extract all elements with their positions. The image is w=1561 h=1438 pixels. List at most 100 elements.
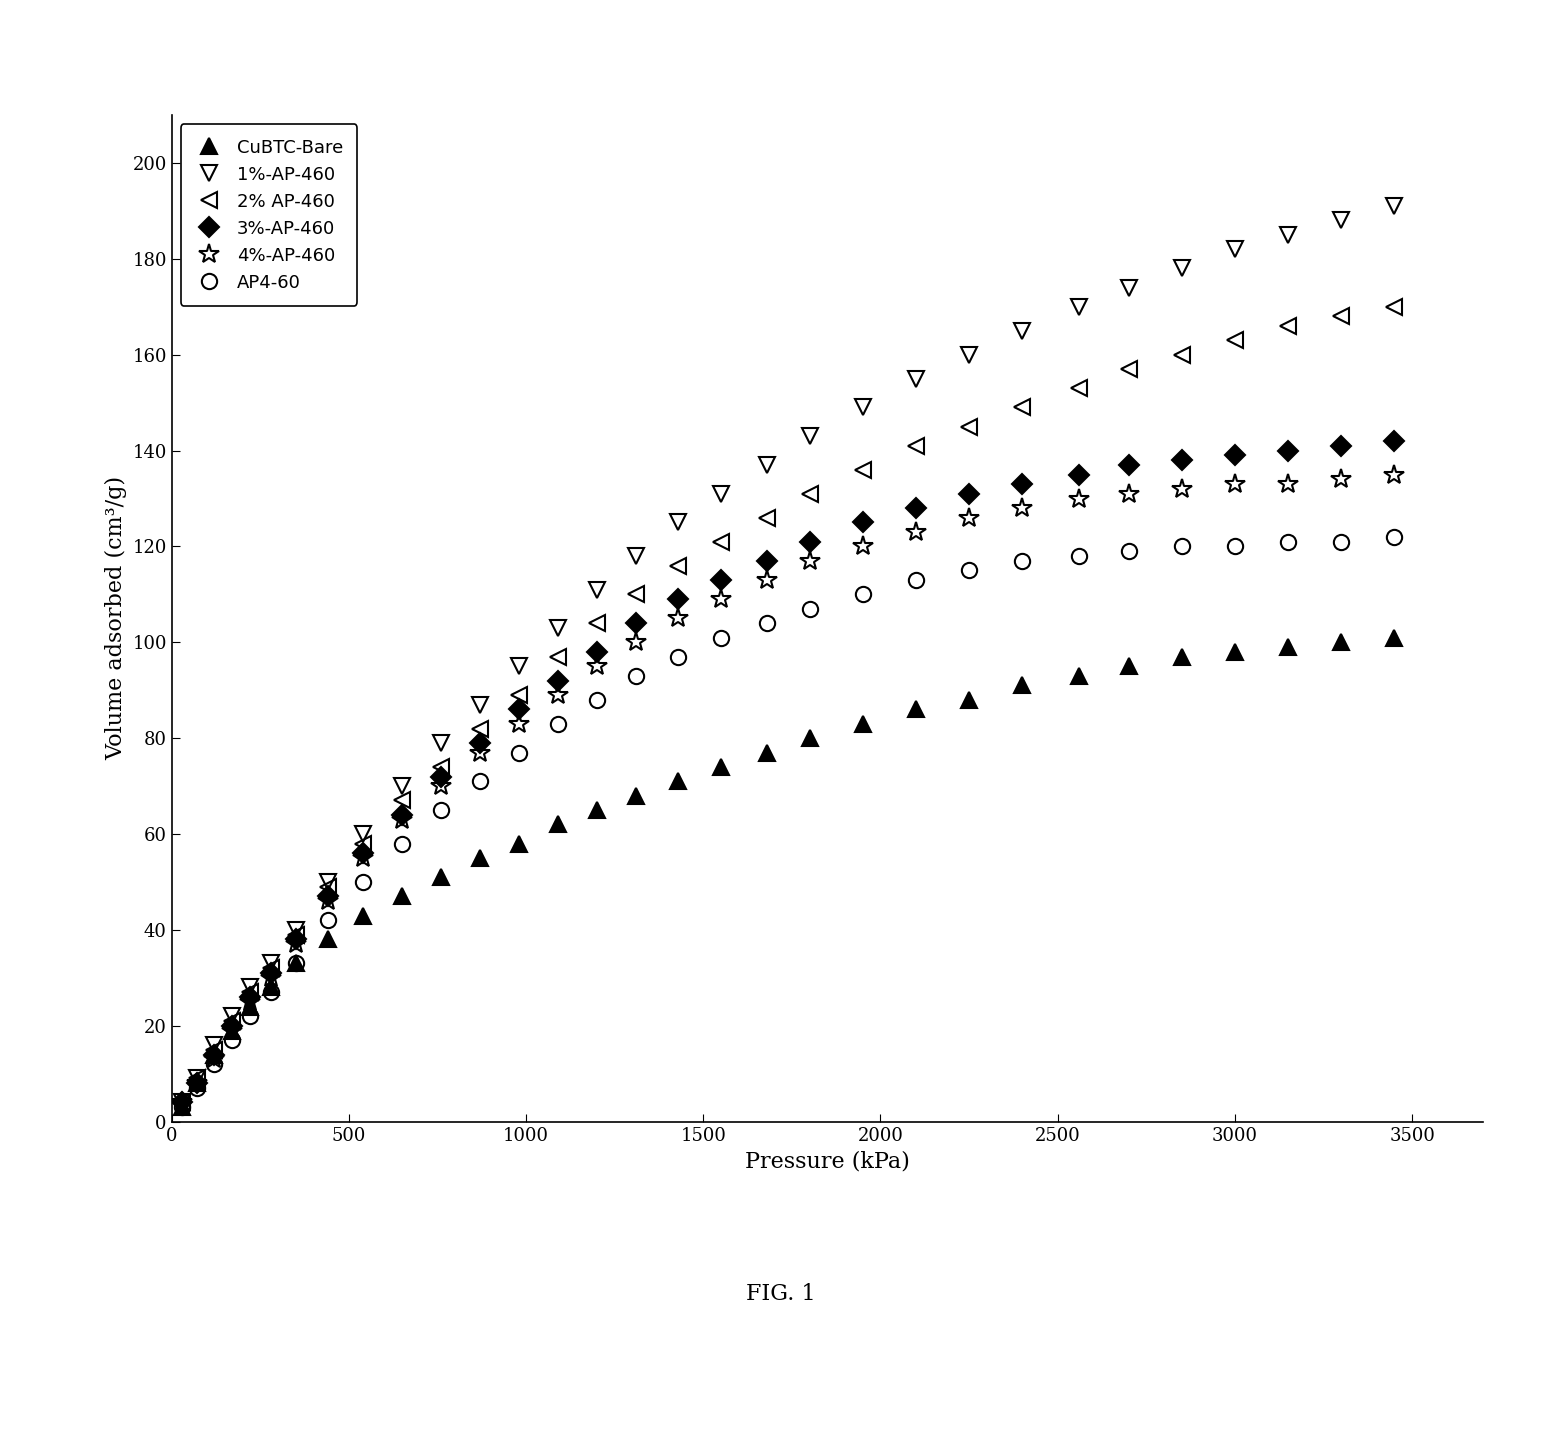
2% AP-460 [1332, 308, 1350, 325]
4%-AP-460 [286, 936, 304, 953]
CuBTC-Bare [1278, 638, 1297, 656]
AP4-60 [1225, 538, 1244, 555]
2% AP-460 [240, 984, 259, 1001]
1%-AP-460 [1013, 322, 1032, 339]
Line: 1%-AP-460: 1%-AP-460 [175, 198, 1402, 1110]
1%-AP-460 [354, 825, 373, 843]
AP4-60 [509, 743, 528, 761]
3%-AP-460 [223, 1017, 242, 1034]
3%-AP-460 [1225, 447, 1244, 464]
AP4-60 [187, 1080, 206, 1097]
3%-AP-460 [907, 499, 926, 516]
CuBTC-Bare [1172, 649, 1191, 666]
2% AP-460 [1013, 398, 1032, 416]
1%-AP-460 [471, 696, 490, 713]
3%-AP-460 [1069, 466, 1088, 483]
3%-AP-460 [471, 735, 490, 752]
2% AP-460 [393, 792, 412, 810]
1%-AP-460 [587, 581, 606, 598]
AP4-60 [1385, 528, 1403, 545]
2% AP-460 [318, 879, 337, 896]
AP4-60 [1119, 542, 1138, 559]
2% AP-460 [1278, 318, 1297, 335]
AP4-60 [286, 955, 304, 972]
CuBTC-Bare [173, 1099, 192, 1116]
1%-AP-460 [907, 370, 926, 387]
AP4-60 [1172, 538, 1191, 555]
AP4-60 [318, 912, 337, 929]
4%-AP-460 [907, 523, 926, 541]
4%-AP-460 [1013, 499, 1032, 516]
4%-AP-460 [1385, 466, 1403, 483]
AP4-60 [240, 1008, 259, 1025]
Text: FIG. 1: FIG. 1 [746, 1283, 815, 1306]
3%-AP-460 [670, 591, 688, 608]
CuBTC-Bare [432, 869, 451, 886]
3%-AP-460 [712, 571, 731, 588]
3%-AP-460 [432, 768, 451, 785]
1%-AP-460 [1172, 260, 1191, 278]
3%-AP-460 [801, 533, 820, 551]
4%-AP-460 [173, 1094, 192, 1112]
4%-AP-460 [1172, 480, 1191, 498]
CuBTC-Bare [801, 729, 820, 746]
1%-AP-460 [318, 873, 337, 890]
2% AP-460 [757, 509, 776, 526]
CuBTC-Bare [626, 787, 645, 804]
CuBTC-Bare [1385, 628, 1403, 646]
1%-AP-460 [262, 955, 281, 972]
1%-AP-460 [960, 347, 979, 364]
Line: 4%-AP-460: 4%-AP-460 [172, 464, 1405, 1113]
2% AP-460 [1119, 361, 1138, 378]
2% AP-460 [1069, 380, 1088, 397]
AP4-60 [354, 873, 373, 890]
AP4-60 [587, 692, 606, 709]
2% AP-460 [854, 462, 873, 479]
4%-AP-460 [223, 1022, 242, 1040]
AP4-60 [801, 600, 820, 617]
3%-AP-460 [1172, 452, 1191, 469]
4%-AP-460 [626, 634, 645, 651]
2% AP-460 [1225, 332, 1244, 349]
Line: 3%-AP-460: 3%-AP-460 [175, 434, 1402, 1109]
AP4-60 [262, 984, 281, 1001]
4%-AP-460 [670, 610, 688, 627]
1%-AP-460 [223, 1008, 242, 1025]
2% AP-460 [471, 720, 490, 738]
1%-AP-460 [204, 1037, 223, 1054]
4%-AP-460 [548, 686, 567, 703]
AP4-60 [1069, 548, 1088, 565]
CuBTC-Bare [471, 850, 490, 867]
CuBTC-Bare [1119, 657, 1138, 674]
4%-AP-460 [432, 778, 451, 795]
4%-AP-460 [187, 1074, 206, 1091]
2% AP-460 [1172, 347, 1191, 364]
CuBTC-Bare [354, 907, 373, 925]
4%-AP-460 [393, 811, 412, 828]
2% AP-460 [1385, 298, 1403, 315]
4%-AP-460 [1225, 476, 1244, 493]
2% AP-460 [223, 1012, 242, 1030]
4%-AP-460 [204, 1051, 223, 1068]
1%-AP-460 [1069, 298, 1088, 315]
CuBTC-Bare [262, 979, 281, 997]
2% AP-460 [204, 1041, 223, 1058]
1%-AP-460 [393, 778, 412, 795]
3%-AP-460 [187, 1074, 206, 1091]
2% AP-460 [960, 418, 979, 436]
AP4-60 [1332, 533, 1350, 551]
AP4-60 [854, 585, 873, 603]
3%-AP-460 [318, 887, 337, 905]
1%-AP-460 [240, 979, 259, 997]
CuBTC-Bare [509, 835, 528, 853]
CuBTC-Bare [318, 930, 337, 948]
1%-AP-460 [1385, 197, 1403, 214]
X-axis label: Pressure (kPa): Pressure (kPa) [745, 1150, 910, 1172]
2% AP-460 [187, 1070, 206, 1087]
AP4-60 [1013, 552, 1032, 569]
4%-AP-460 [471, 743, 490, 761]
AP4-60 [757, 614, 776, 631]
3%-AP-460 [960, 485, 979, 502]
CuBTC-Bare [587, 801, 606, 818]
4%-AP-460 [318, 893, 337, 910]
